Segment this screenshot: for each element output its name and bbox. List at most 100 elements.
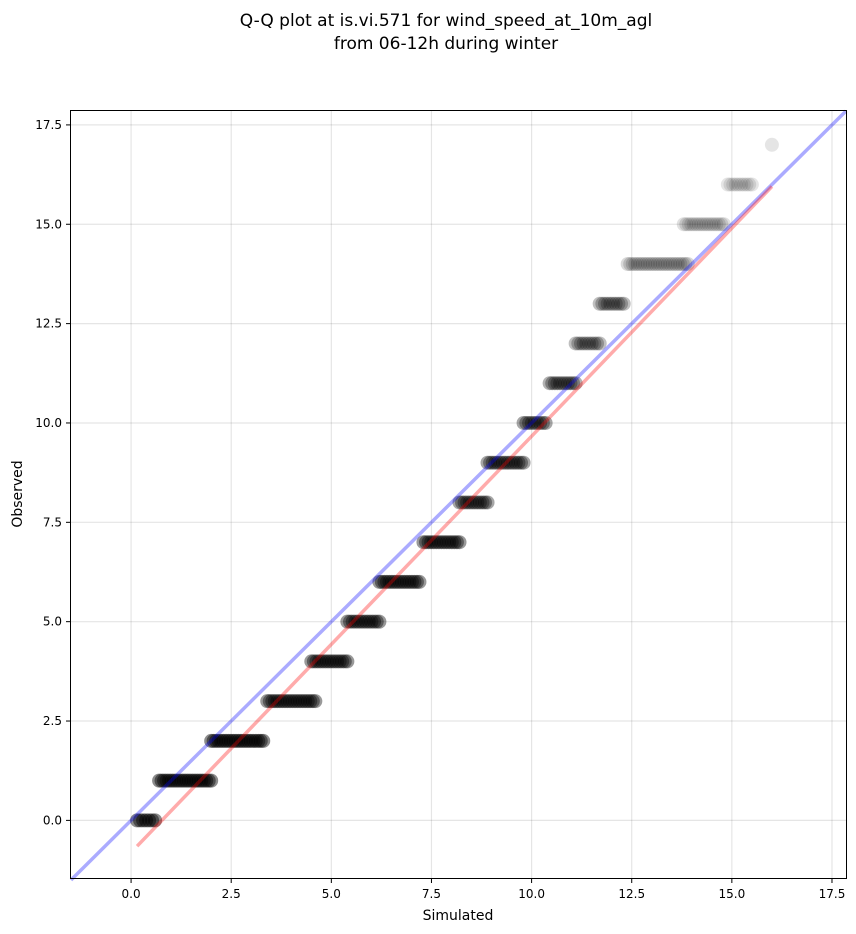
data-point: [324, 654, 339, 669]
data-point: [416, 535, 431, 550]
data-point: [439, 535, 454, 550]
data-point: [392, 574, 407, 589]
data-point: [384, 574, 399, 589]
data-point: [522, 415, 537, 430]
data-point: [452, 495, 467, 510]
x-tick-label: 17.5: [819, 887, 846, 901]
data-point: [353, 614, 368, 629]
data-point: [480, 455, 495, 470]
data-point: [309, 654, 324, 669]
x-tick-label: 7.5: [422, 887, 441, 901]
data-point: [246, 733, 261, 748]
data-point: [367, 614, 382, 629]
data-point: [483, 455, 498, 470]
data-point: [214, 733, 229, 748]
data-point: [477, 495, 492, 510]
data-point: [691, 217, 706, 232]
data-point: [285, 694, 300, 709]
x-axis-ticks: 0.0 2.5 5.0 7.5 10.0 12.5 15.0 17.5: [122, 878, 846, 901]
data-point: [689, 217, 704, 232]
data-point: [530, 415, 545, 430]
data-point: [547, 376, 562, 391]
data-point: [648, 257, 663, 272]
fit-line: [135, 185, 774, 848]
data-point: [211, 733, 226, 748]
data-point: [449, 535, 464, 550]
data-point: [267, 694, 282, 709]
data-point: [686, 217, 701, 232]
data-point: [462, 495, 477, 510]
data-point: [600, 296, 615, 311]
data-point: [288, 694, 303, 709]
data-point: [503, 455, 518, 470]
data-point: [419, 535, 434, 550]
data-point: [306, 654, 321, 669]
data-point: [277, 694, 292, 709]
data-point: [444, 535, 459, 550]
data-point: [678, 257, 693, 272]
data-point: [152, 773, 167, 788]
x-tick-label: 12.5: [618, 887, 645, 901]
data-point: [133, 813, 148, 828]
y-axis-ticks: 0.0 2.5 5.0 7.5 10.0 12.5 15.0 17.5: [35, 118, 71, 827]
plot-frame: [70, 110, 847, 879]
data-point: [455, 495, 470, 510]
data-point: [404, 574, 419, 589]
data-point: [542, 376, 557, 391]
data-point: [280, 694, 295, 709]
data-point: [653, 257, 668, 272]
data-point: [635, 257, 650, 272]
data-point: [742, 177, 757, 192]
data-point: [573, 336, 588, 351]
data-point: [633, 257, 648, 272]
data-point: [184, 773, 199, 788]
data-point: [397, 574, 412, 589]
data-point: [337, 654, 352, 669]
data-point: [226, 733, 241, 748]
data-point: [374, 574, 389, 589]
data-point: [382, 574, 397, 589]
data-point: [231, 733, 246, 748]
data-point: [535, 415, 550, 430]
data-point: [186, 773, 201, 788]
data-point: [516, 415, 531, 430]
data-point: [270, 694, 285, 709]
data-point: [452, 535, 467, 550]
y-tick-label: 12.5: [35, 317, 62, 331]
data-point: [224, 733, 239, 748]
x-axis-label: Simulated: [423, 908, 494, 924]
data-point: [298, 694, 313, 709]
data-point: [300, 694, 315, 709]
data-point: [176, 773, 191, 788]
x-tick-label: 15.0: [718, 887, 745, 901]
data-point: [638, 257, 653, 272]
data-point: [558, 376, 573, 391]
data-point: [501, 455, 516, 470]
data-point: [159, 773, 174, 788]
data-point: [236, 733, 251, 748]
data-point: [154, 773, 169, 788]
data-point: [550, 376, 565, 391]
data-point: [204, 733, 219, 748]
data-point: [221, 733, 236, 748]
data-point: [219, 733, 234, 748]
data-point: [372, 574, 387, 589]
y-tick-label: 2.5: [43, 714, 62, 728]
data-point: [764, 137, 779, 152]
data-point: [726, 177, 741, 192]
grid-lines: [71, 111, 846, 878]
x-tick-label: 5.0: [322, 887, 341, 901]
data-point: [514, 455, 529, 470]
data-point: [174, 773, 189, 788]
data-point: [658, 257, 673, 272]
data-point: [681, 217, 696, 232]
data-point: [335, 654, 350, 669]
data-point: [668, 257, 683, 272]
data-point: [361, 614, 376, 629]
data-point: [179, 773, 194, 788]
data-point: [312, 654, 327, 669]
data-point: [330, 654, 345, 669]
data-point: [394, 574, 409, 589]
data-point: [457, 495, 472, 510]
